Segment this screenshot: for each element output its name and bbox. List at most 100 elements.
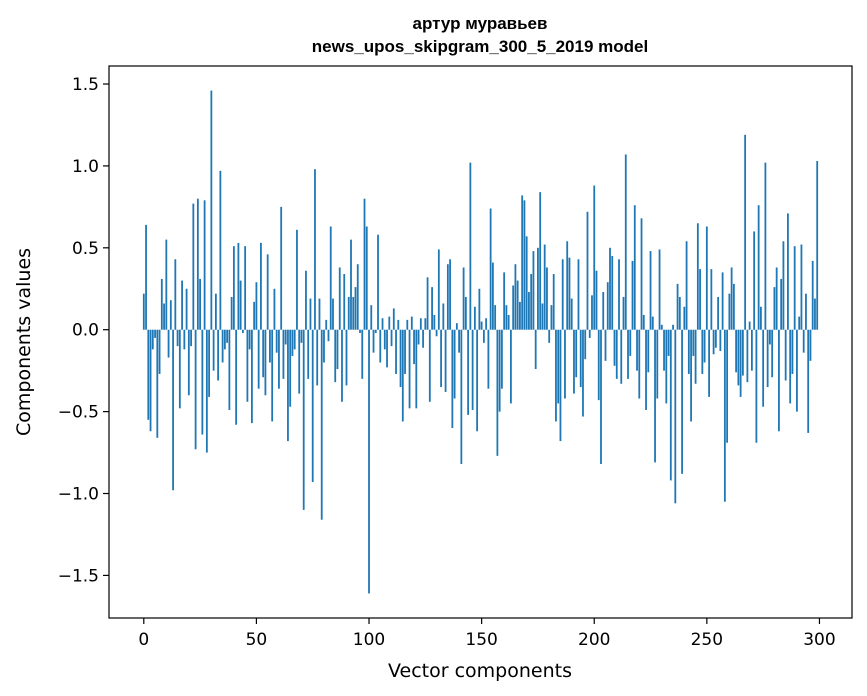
bar: [404, 329, 406, 374]
bar: [525, 236, 528, 330]
bar: [721, 272, 724, 330]
bar: [241, 329, 244, 333]
bar: [550, 305, 553, 330]
bar: [413, 329, 415, 365]
bar: [440, 329, 442, 388]
bar: [167, 329, 170, 358]
x-tick-label: 50: [246, 630, 268, 650]
bar: [383, 329, 386, 350]
x-tick-label: 0: [138, 630, 149, 650]
bar: [178, 329, 181, 409]
bar: [798, 316, 801, 330]
bar: [537, 247, 539, 330]
bar: [613, 329, 616, 366]
bar: [748, 321, 751, 330]
bar: [156, 329, 159, 438]
bar: [482, 329, 485, 343]
bar: [714, 329, 717, 348]
bar: [746, 329, 749, 383]
bar: [638, 329, 641, 399]
bar: [814, 298, 816, 330]
bar: [235, 329, 238, 425]
bar: [636, 329, 638, 371]
bar: [701, 329, 704, 374]
bar: [428, 329, 431, 402]
bar: [323, 329, 325, 363]
bar: [681, 329, 683, 474]
bar: [210, 90, 213, 330]
bar: [503, 272, 506, 330]
y-axis-ticks: −1.5 −1.0 −0.5 0.0 0.5 1.0 1.5: [58, 75, 109, 586]
bar: [633, 205, 636, 330]
bar: [647, 329, 650, 373]
bar: [280, 206, 283, 330]
bar: [354, 287, 357, 330]
bar: [289, 329, 292, 407]
bar: [676, 283, 679, 330]
bar: [552, 274, 555, 330]
bar: [582, 329, 584, 417]
bar: [422, 329, 424, 348]
bar: [271, 329, 274, 422]
bar: [471, 329, 474, 410]
bar: [658, 249, 661, 330]
bar: [302, 329, 305, 510]
bar: [694, 329, 697, 384]
bar: [510, 329, 512, 404]
bar: [205, 329, 208, 453]
bar: [645, 329, 647, 410]
bar: [543, 244, 546, 330]
bar: [257, 329, 260, 389]
bar: [469, 162, 472, 330]
bar: [145, 224, 147, 330]
bar: [699, 269, 701, 330]
bar: [717, 296, 720, 330]
bar: [683, 306, 686, 330]
bar: [401, 329, 404, 422]
bar: [251, 329, 253, 424]
bar: [588, 329, 591, 338]
bar: [370, 305, 373, 330]
bar: [192, 203, 195, 330]
bar: [201, 329, 204, 435]
bar: [336, 329, 339, 370]
bar: [172, 329, 174, 491]
chart-subtitle: news_upos_skipgram_300_5_2019 model: [312, 37, 648, 56]
bar: [530, 274, 533, 330]
bar: [591, 295, 593, 330]
bar: [203, 200, 206, 330]
bar: [789, 329, 792, 404]
bar: [802, 329, 805, 353]
bar: [595, 270, 598, 330]
bar: [782, 241, 785, 330]
bar: [705, 226, 708, 330]
bar: [278, 329, 280, 389]
bar: [392, 308, 395, 330]
bar: [368, 329, 370, 594]
bar: [730, 267, 733, 330]
bar: [264, 329, 267, 396]
bar: [433, 314, 436, 330]
bar: [726, 329, 729, 443]
bar: [807, 329, 810, 433]
bar: [586, 211, 589, 330]
bar: [467, 329, 470, 415]
bar: [142, 293, 145, 330]
bar: [372, 329, 375, 353]
bar: [196, 198, 199, 330]
bar: [611, 256, 614, 330]
bar: [600, 329, 602, 465]
bar: [737, 329, 740, 386]
bar: [640, 218, 643, 330]
bar: [282, 329, 285, 379]
bar: [602, 292, 605, 330]
bar: [305, 270, 307, 330]
bar: [480, 321, 483, 330]
bar: [187, 329, 190, 396]
bar: [287, 329, 289, 442]
bar: [262, 329, 265, 378]
bar: [185, 288, 188, 330]
bar: [685, 241, 688, 330]
